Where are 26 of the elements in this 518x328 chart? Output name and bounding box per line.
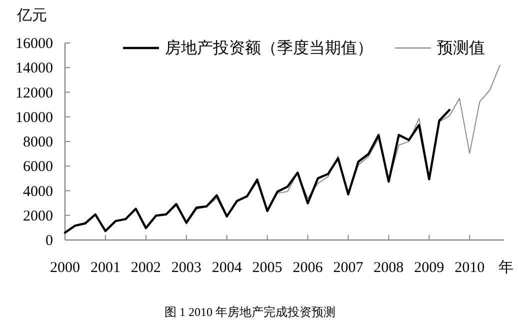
y-tick-label: 2000 [23,208,53,224]
x-tick-label: 2006 [292,260,324,276]
y-axis-title: 亿元 [16,8,47,24]
legend-label: 房地产投资额（季度当期值） [165,39,373,57]
x-tick-label: 2003 [171,260,202,276]
x-tick-label: 2002 [130,260,161,276]
x-tick-label: 2001 [90,260,120,276]
y-tick-label: 0 [46,233,53,249]
x-tick-label: 2004 [212,260,242,276]
y-tick-label: 12000 [16,85,53,102]
y-tick-label: 6000 [23,159,53,176]
line-series [64,108,450,234]
caption: 图 1 2010 年房地产完成投资预测 [164,305,336,319]
x-tick-label: 2010 [454,260,485,276]
x-tick-label: 2005 [252,260,282,276]
y-tick-label: 14000 [16,60,53,77]
x-tick-label: 2009 [414,260,444,276]
y-tick-label: 16000 [16,36,53,52]
x-tick-label: 2008 [374,260,404,276]
y-tick-label: 10000 [16,110,53,126]
y-tick-label: 4000 [23,184,53,200]
legend-label: 预测值 [437,40,485,57]
x-tick-label: 2000 [50,260,80,276]
x-tick-label: 2007 [333,260,364,276]
y-tick-label: 8000 [23,134,53,150]
x-axis-title: 年 [498,259,514,276]
